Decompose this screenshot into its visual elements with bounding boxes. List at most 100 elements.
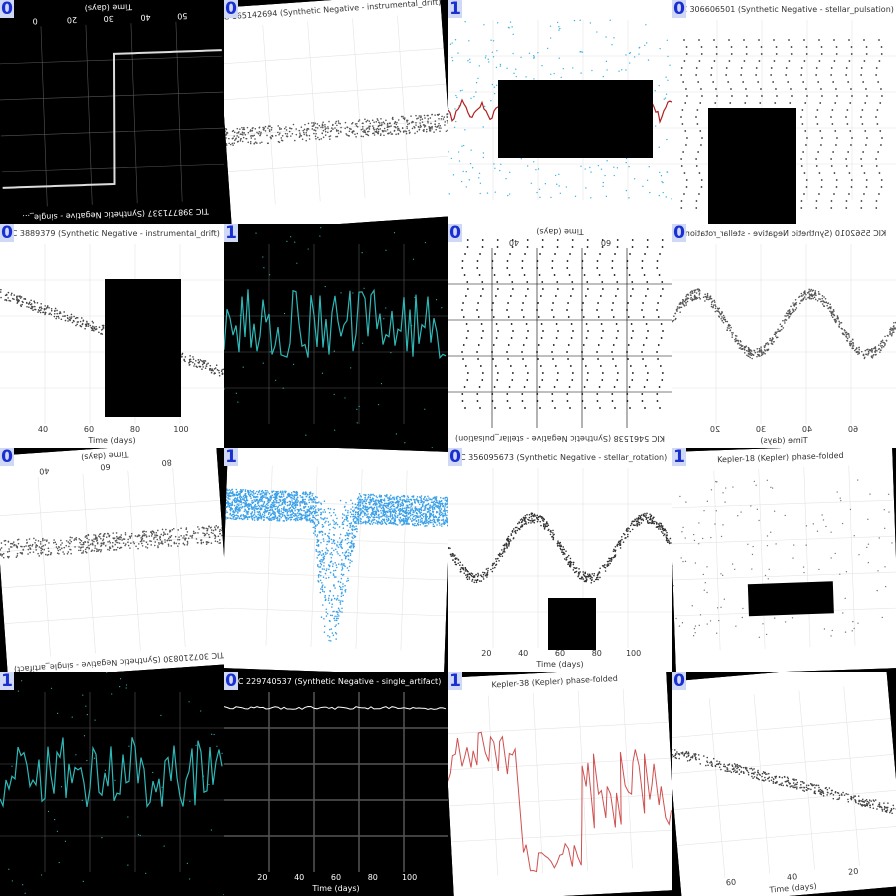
point — [345, 555, 348, 558]
point — [614, 365, 617, 367]
point — [328, 639, 330, 642]
point — [338, 599, 340, 602]
point — [403, 511, 405, 513]
point — [490, 100, 492, 102]
point — [463, 386, 466, 388]
point — [865, 53, 868, 55]
mask-box — [498, 80, 653, 158]
point — [879, 351, 881, 353]
point — [429, 506, 431, 508]
point — [225, 137, 227, 139]
point — [94, 545, 96, 547]
point — [239, 506, 241, 509]
point — [599, 407, 601, 409]
point — [225, 142, 228, 145]
point — [483, 105, 486, 108]
point — [95, 328, 98, 330]
point — [277, 505, 280, 508]
point — [478, 274, 481, 276]
point — [183, 544, 186, 546]
point — [626, 267, 629, 269]
point — [858, 346, 860, 349]
point — [364, 508, 366, 511]
point — [292, 511, 294, 514]
point — [496, 239, 499, 241]
point — [107, 548, 109, 551]
point — [742, 81, 745, 83]
point — [718, 307, 721, 310]
point — [206, 529, 208, 532]
point — [395, 433, 397, 435]
point — [334, 122, 337, 125]
point — [550, 73, 552, 75]
point — [294, 139, 296, 142]
point — [271, 517, 273, 519]
point — [369, 523, 372, 525]
point — [628, 52, 631, 55]
point — [337, 129, 340, 132]
point — [745, 88, 747, 90]
point — [279, 128, 281, 131]
point — [100, 542, 103, 545]
point — [507, 316, 510, 318]
point — [159, 535, 161, 538]
point — [143, 533, 146, 535]
point — [164, 539, 166, 541]
point — [71, 321, 74, 324]
point — [892, 329, 895, 331]
point — [38, 555, 41, 557]
point — [614, 253, 616, 255]
point — [506, 393, 509, 395]
point — [27, 548, 30, 551]
point — [863, 60, 866, 62]
point — [436, 126, 438, 129]
point — [469, 162, 472, 165]
point — [509, 21, 512, 23]
point — [555, 323, 558, 325]
point — [586, 239, 589, 241]
point — [682, 299, 685, 301]
point — [424, 408, 426, 410]
point — [241, 502, 243, 504]
point — [611, 267, 614, 269]
point — [358, 119, 361, 121]
point — [320, 513, 323, 515]
point — [881, 345, 884, 347]
point — [790, 88, 792, 90]
point — [429, 126, 432, 129]
point — [444, 124, 446, 126]
point — [690, 298, 692, 300]
point — [320, 558, 323, 561]
point — [761, 353, 763, 355]
point — [369, 494, 371, 497]
point — [699, 298, 702, 300]
point — [283, 127, 286, 130]
point — [239, 133, 242, 135]
point — [387, 499, 390, 502]
point — [184, 538, 186, 541]
point — [8, 299, 10, 302]
point — [187, 537, 190, 540]
point — [27, 553, 29, 555]
point — [101, 324, 104, 327]
point — [476, 260, 479, 262]
point — [321, 518, 323, 520]
point — [180, 534, 182, 537]
point — [195, 538, 198, 540]
point — [414, 508, 417, 510]
point — [584, 407, 586, 409]
point — [586, 372, 589, 374]
point — [274, 514, 277, 517]
point — [8, 548, 10, 550]
point — [699, 102, 702, 104]
point — [491, 393, 494, 395]
point — [526, 288, 529, 290]
point — [285, 129, 288, 131]
point — [820, 88, 822, 90]
point — [808, 295, 811, 297]
point — [549, 37, 552, 39]
point — [383, 513, 386, 516]
point — [267, 500, 269, 502]
point — [55, 543, 58, 546]
point — [62, 315, 64, 317]
